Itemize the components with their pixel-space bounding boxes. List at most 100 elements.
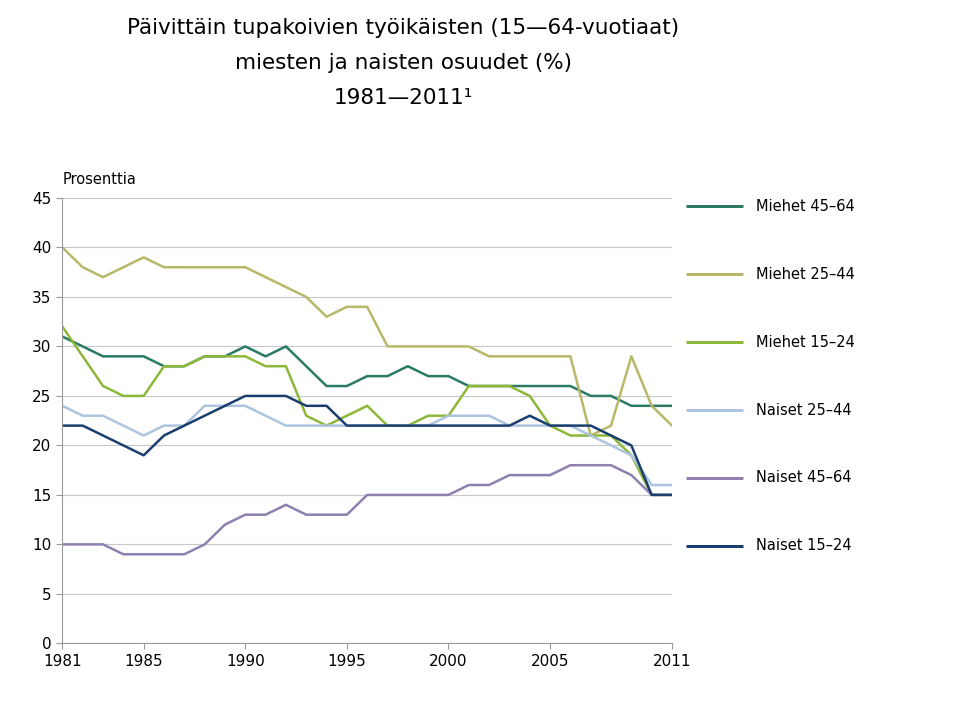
Miehet 15–24 [240, 352, 252, 361]
Miehet 15–24 [626, 451, 637, 460]
Miehet 15–24 [564, 431, 576, 440]
Naiset 15–24 [585, 421, 596, 430]
Miehet 15–24 [666, 491, 678, 499]
Naiset 45–64 [504, 471, 516, 479]
Miehet 15–24 [158, 362, 170, 370]
Naiset 45–64 [362, 491, 373, 499]
Miehet 25–44 [240, 263, 252, 271]
Miehet 25–44 [504, 352, 516, 361]
Miehet 25–44 [463, 342, 474, 351]
Line: Miehet 45–64: Miehet 45–64 [62, 337, 672, 406]
Naiset 25–44 [97, 411, 108, 420]
Miehet 25–44 [382, 342, 394, 351]
Naiset 45–64 [341, 510, 352, 519]
Miehet 25–44 [138, 253, 150, 262]
Naiset 15–24 [199, 411, 210, 420]
Miehet 25–44 [199, 263, 210, 271]
Naiset 45–64 [422, 491, 434, 499]
Naiset 25–44 [524, 421, 536, 430]
Naiset 25–44 [585, 431, 596, 440]
Naiset 25–44 [280, 421, 292, 430]
Naiset 15–24 [118, 441, 130, 450]
Miehet 15–24 [524, 392, 536, 400]
Naiset 45–64 [138, 550, 150, 559]
Naiset 15–24 [158, 431, 170, 440]
Text: 1981—2011¹: 1981—2011¹ [333, 88, 473, 108]
Naiset 15–24 [300, 402, 312, 410]
Miehet 25–44 [443, 342, 454, 351]
Naiset 15–24 [606, 431, 617, 440]
Naiset 15–24 [260, 392, 272, 400]
Naiset 25–44 [179, 421, 190, 430]
Miehet 15–24 [463, 382, 474, 390]
Naiset 15–24 [626, 441, 637, 450]
Miehet 45–64 [443, 372, 454, 380]
Naiset 25–44 [118, 421, 130, 430]
Miehet 45–64 [97, 352, 108, 361]
Miehet 45–64 [422, 372, 434, 380]
Miehet 15–24 [382, 421, 394, 430]
Miehet 25–44 [57, 243, 68, 252]
Naiset 45–64 [606, 461, 617, 469]
Naiset 25–44 [564, 421, 576, 430]
Naiset 25–44 [300, 421, 312, 430]
Line: Naiset 15–24: Naiset 15–24 [62, 396, 672, 495]
Naiset 45–64 [484, 481, 495, 489]
Miehet 45–64 [179, 362, 190, 370]
Miehet 45–64 [646, 402, 658, 410]
Miehet 25–44 [219, 263, 230, 271]
Naiset 15–24 [280, 392, 292, 400]
Miehet 25–44 [524, 352, 536, 361]
Miehet 25–44 [646, 402, 658, 410]
Miehet 15–24 [199, 352, 210, 361]
Miehet 15–24 [362, 402, 373, 410]
Miehet 25–44 [77, 263, 88, 271]
Naiset 25–44 [666, 481, 678, 489]
Naiset 45–64 [219, 520, 230, 529]
Naiset 25–44 [57, 402, 68, 410]
Miehet 45–64 [138, 352, 150, 361]
Naiset 15–24 [57, 421, 68, 430]
Naiset 15–24 [382, 421, 394, 430]
Naiset 15–24 [219, 402, 230, 410]
Naiset 45–64 [199, 540, 210, 549]
Miehet 15–24 [422, 411, 434, 420]
Miehet 15–24 [97, 382, 108, 390]
Naiset 25–44 [260, 411, 272, 420]
Miehet 45–64 [463, 382, 474, 390]
Miehet 15–24 [585, 431, 596, 440]
Miehet 45–64 [199, 352, 210, 361]
Miehet 45–64 [240, 342, 252, 351]
Miehet 15–24 [77, 352, 88, 361]
Miehet 45–64 [666, 402, 678, 410]
Naiset 25–44 [422, 421, 434, 430]
Miehet 15–24 [443, 411, 454, 420]
Miehet 25–44 [260, 273, 272, 281]
Naiset 15–24 [524, 411, 536, 420]
Naiset 25–44 [138, 431, 150, 440]
Miehet 15–24 [280, 362, 292, 370]
Miehet 15–24 [402, 421, 414, 430]
Miehet 45–64 [341, 382, 352, 390]
Naiset 15–24 [321, 402, 332, 410]
Naiset 25–44 [362, 421, 373, 430]
Naiset 45–64 [97, 540, 108, 549]
Naiset 15–24 [402, 421, 414, 430]
Miehet 15–24 [219, 352, 230, 361]
Naiset 25–44 [219, 402, 230, 410]
Text: miesten ja naisten osuudet (%): miesten ja naisten osuudet (%) [234, 53, 572, 73]
Miehet 25–44 [300, 293, 312, 301]
Text: Naiset 45–64: Naiset 45–64 [756, 470, 852, 486]
Miehet 15–24 [321, 421, 332, 430]
Naiset 15–24 [179, 421, 190, 430]
Miehet 25–44 [341, 303, 352, 311]
Line: Miehet 15–24: Miehet 15–24 [62, 327, 672, 495]
Naiset 45–64 [646, 491, 658, 499]
Miehet 15–24 [138, 392, 150, 400]
Miehet 25–44 [666, 421, 678, 430]
Naiset 15–24 [564, 421, 576, 430]
Naiset 45–64 [564, 461, 576, 469]
Naiset 45–64 [300, 510, 312, 519]
Miehet 45–64 [300, 362, 312, 370]
Naiset 15–24 [646, 491, 658, 499]
